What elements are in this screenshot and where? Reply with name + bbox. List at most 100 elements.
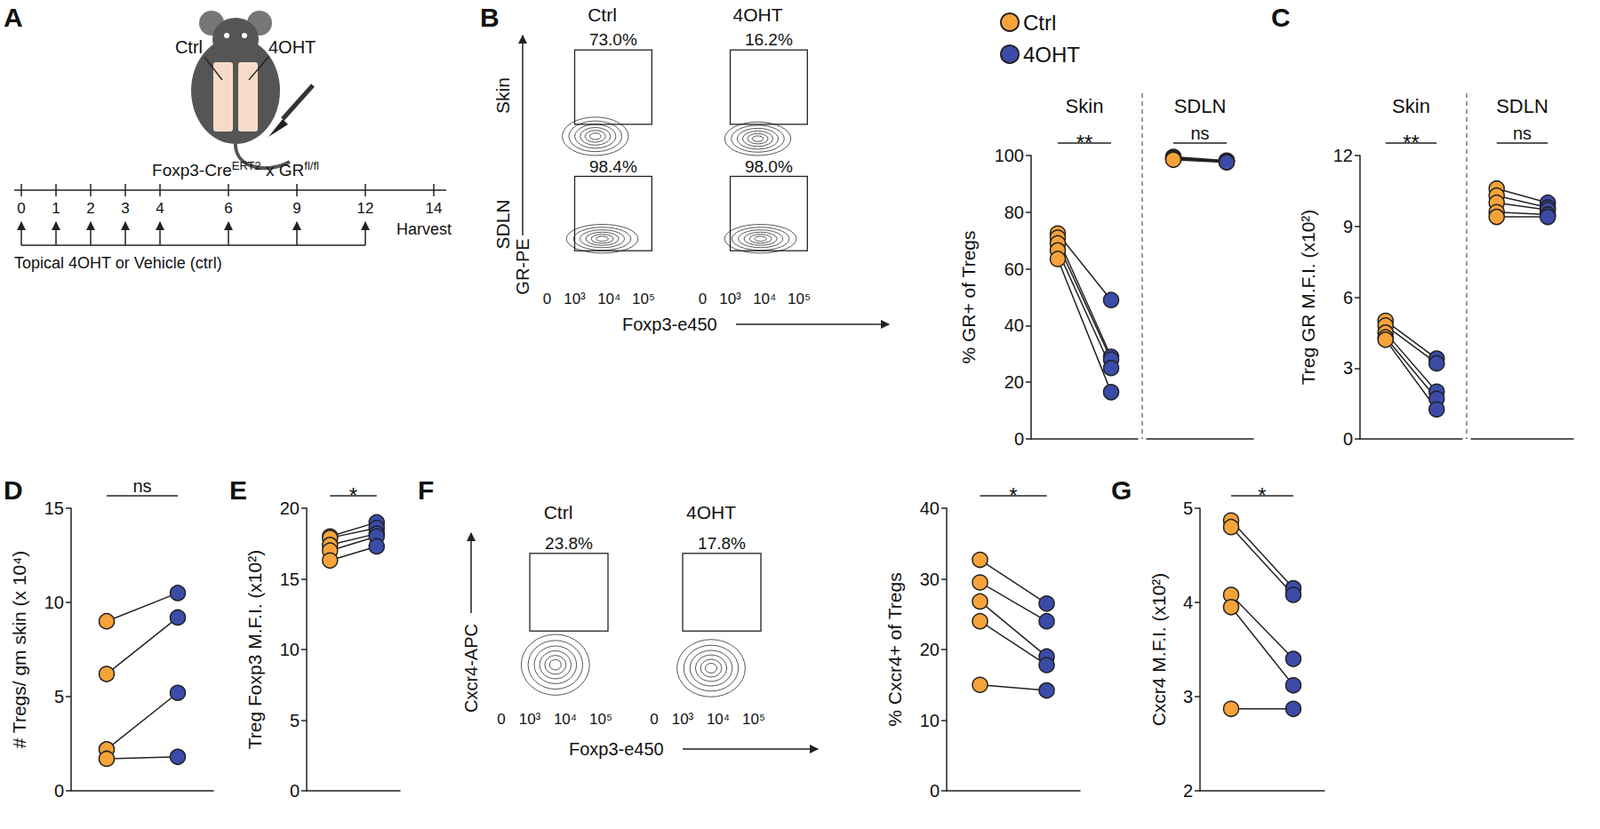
svg-text:6: 6 bbox=[1343, 288, 1353, 308]
svg-text:0: 0 bbox=[496, 711, 505, 728]
svg-text:D: D bbox=[3, 475, 24, 505]
svg-text:4OHT: 4OHT bbox=[1023, 42, 1080, 67]
svg-text:10⁵: 10⁵ bbox=[589, 711, 613, 728]
svg-text:Treg Foxp3 M.F.I. (x10²): Treg Foxp3 M.F.I. (x10²) bbox=[244, 550, 265, 750]
svg-text:# Tregs/ gm skin (x 10⁴): # Tregs/ gm skin (x 10⁴) bbox=[8, 551, 30, 750]
svg-text:10³: 10³ bbox=[672, 711, 695, 728]
svg-text:0: 0 bbox=[649, 711, 658, 728]
svg-text:**: ** bbox=[1402, 130, 1420, 155]
svg-text:16.2%: 16.2% bbox=[744, 30, 793, 49]
svg-text:9: 9 bbox=[292, 200, 301, 217]
svg-text:10: 10 bbox=[280, 640, 300, 660]
svg-text:ns: ns bbox=[1512, 123, 1532, 144]
svg-text:F: F bbox=[417, 475, 434, 505]
svg-text:4OHT: 4OHT bbox=[732, 4, 783, 25]
svg-text:2: 2 bbox=[1183, 781, 1193, 801]
svg-text:Skin: Skin bbox=[1065, 95, 1104, 118]
svg-text:Skin: Skin bbox=[492, 77, 513, 114]
svg-text:4OHT: 4OHT bbox=[268, 37, 316, 57]
svg-text:0: 0 bbox=[54, 781, 64, 801]
svg-text:Skin: Skin bbox=[1392, 95, 1431, 118]
svg-text:10³: 10³ bbox=[519, 711, 542, 728]
svg-text:98.4%: 98.4% bbox=[589, 157, 638, 176]
svg-text:0: 0 bbox=[929, 781, 940, 801]
svg-text:ns: ns bbox=[1190, 123, 1209, 144]
svg-text:4: 4 bbox=[155, 200, 164, 217]
svg-text:10⁵: 10⁵ bbox=[742, 711, 766, 728]
svg-text:GR-PE: GR-PE bbox=[512, 238, 533, 295]
svg-text:23.8%: 23.8% bbox=[544, 534, 593, 553]
svg-text:3: 3 bbox=[1183, 687, 1193, 707]
svg-text:40: 40 bbox=[1004, 315, 1024, 336]
svg-text:30: 30 bbox=[920, 569, 940, 590]
svg-text:Cxcr4-APC: Cxcr4-APC bbox=[461, 624, 481, 713]
svg-text:*: * bbox=[349, 483, 358, 508]
svg-text:Ctrl: Ctrl bbox=[544, 502, 574, 523]
svg-text:**: ** bbox=[1076, 130, 1094, 155]
svg-text:6: 6 bbox=[224, 200, 232, 217]
svg-text:10⁴: 10⁴ bbox=[553, 711, 577, 728]
svg-text:3: 3 bbox=[1343, 358, 1353, 378]
svg-text:10⁴: 10⁴ bbox=[752, 290, 776, 308]
svg-text:SDLN: SDLN bbox=[1174, 95, 1227, 118]
svg-text:10³: 10³ bbox=[563, 290, 586, 308]
svg-text:ns: ns bbox=[132, 476, 152, 496]
svg-text:5: 5 bbox=[1183, 498, 1193, 519]
svg-text:10: 10 bbox=[920, 711, 940, 731]
svg-text:Foxp3-CreERT2 x GRfl/fl: Foxp3-CreERT2 x GRfl/fl bbox=[152, 159, 320, 180]
svg-text:*: * bbox=[1008, 483, 1017, 508]
svg-text:A: A bbox=[3, 2, 24, 32]
svg-text:Topical 4OHT or Vehicle (ctrl): Topical 4OHT or Vehicle (ctrl) bbox=[14, 254, 223, 272]
svg-text:G: G bbox=[1111, 475, 1132, 505]
svg-text:10³: 10³ bbox=[719, 290, 742, 308]
svg-text:80: 80 bbox=[1004, 202, 1024, 223]
svg-text:100: 100 bbox=[994, 145, 1024, 166]
svg-text:Ctrl: Ctrl bbox=[175, 37, 203, 57]
svg-text:60: 60 bbox=[1004, 259, 1024, 280]
svg-text:2: 2 bbox=[86, 200, 95, 217]
svg-text:Harvest: Harvest bbox=[396, 220, 452, 239]
svg-text:12: 12 bbox=[1333, 145, 1353, 166]
svg-text:17.8%: 17.8% bbox=[697, 534, 746, 553]
svg-text:14: 14 bbox=[425, 200, 443, 217]
svg-text:20: 20 bbox=[920, 640, 940, 660]
svg-text:C: C bbox=[1271, 2, 1291, 32]
svg-text:10⁵: 10⁵ bbox=[787, 290, 811, 308]
svg-text:SDLN: SDLN bbox=[1496, 95, 1549, 118]
svg-text:15: 15 bbox=[280, 569, 300, 590]
svg-text:3: 3 bbox=[120, 200, 129, 217]
svg-text:Foxp3-e450: Foxp3-e450 bbox=[568, 739, 664, 760]
svg-text:9: 9 bbox=[1343, 216, 1353, 237]
svg-text:*: * bbox=[1257, 483, 1266, 508]
svg-text:% GR+ of Tregs: % GR+ of Tregs bbox=[958, 231, 979, 365]
svg-text:10⁴: 10⁴ bbox=[706, 711, 730, 728]
svg-text:4: 4 bbox=[1183, 592, 1193, 613]
svg-text:4OHT: 4OHT bbox=[686, 502, 736, 523]
svg-text:10⁴: 10⁴ bbox=[597, 290, 621, 308]
svg-text:0: 0 bbox=[698, 290, 707, 308]
svg-text:10: 10 bbox=[44, 592, 64, 613]
svg-text:20: 20 bbox=[1004, 372, 1024, 392]
svg-text:1: 1 bbox=[51, 200, 60, 217]
svg-text:% Cxcr4+ of Tregs: % Cxcr4+ of Tregs bbox=[884, 572, 905, 727]
svg-text:10⁵: 10⁵ bbox=[632, 290, 656, 308]
svg-text:73.0%: 73.0% bbox=[589, 30, 638, 49]
svg-text:15: 15 bbox=[44, 498, 64, 519]
svg-text:Foxp3-e450: Foxp3-e450 bbox=[622, 314, 718, 335]
svg-text:B: B bbox=[480, 2, 500, 32]
svg-text:E: E bbox=[229, 475, 248, 505]
svg-text:5: 5 bbox=[54, 687, 64, 707]
svg-text:12: 12 bbox=[357, 200, 375, 217]
svg-text:0: 0 bbox=[1343, 429, 1353, 449]
svg-text:Cxcr4 M.F.I. (x10²): Cxcr4 M.F.I. (x10²) bbox=[1148, 573, 1169, 728]
svg-text:Ctrl: Ctrl bbox=[1023, 10, 1056, 35]
svg-text:0: 0 bbox=[1014, 429, 1024, 449]
svg-text:SDLN: SDLN bbox=[492, 199, 513, 249]
svg-text:98.0%: 98.0% bbox=[744, 157, 793, 176]
svg-text:0: 0 bbox=[16, 200, 25, 217]
svg-text:Ctrl: Ctrl bbox=[587, 4, 617, 25]
svg-text:0: 0 bbox=[289, 781, 300, 801]
svg-text:5: 5 bbox=[289, 711, 300, 731]
svg-text:20: 20 bbox=[280, 498, 300, 519]
svg-text:Treg GR M.F.I. (x10²): Treg GR M.F.I. (x10²) bbox=[1297, 209, 1319, 386]
